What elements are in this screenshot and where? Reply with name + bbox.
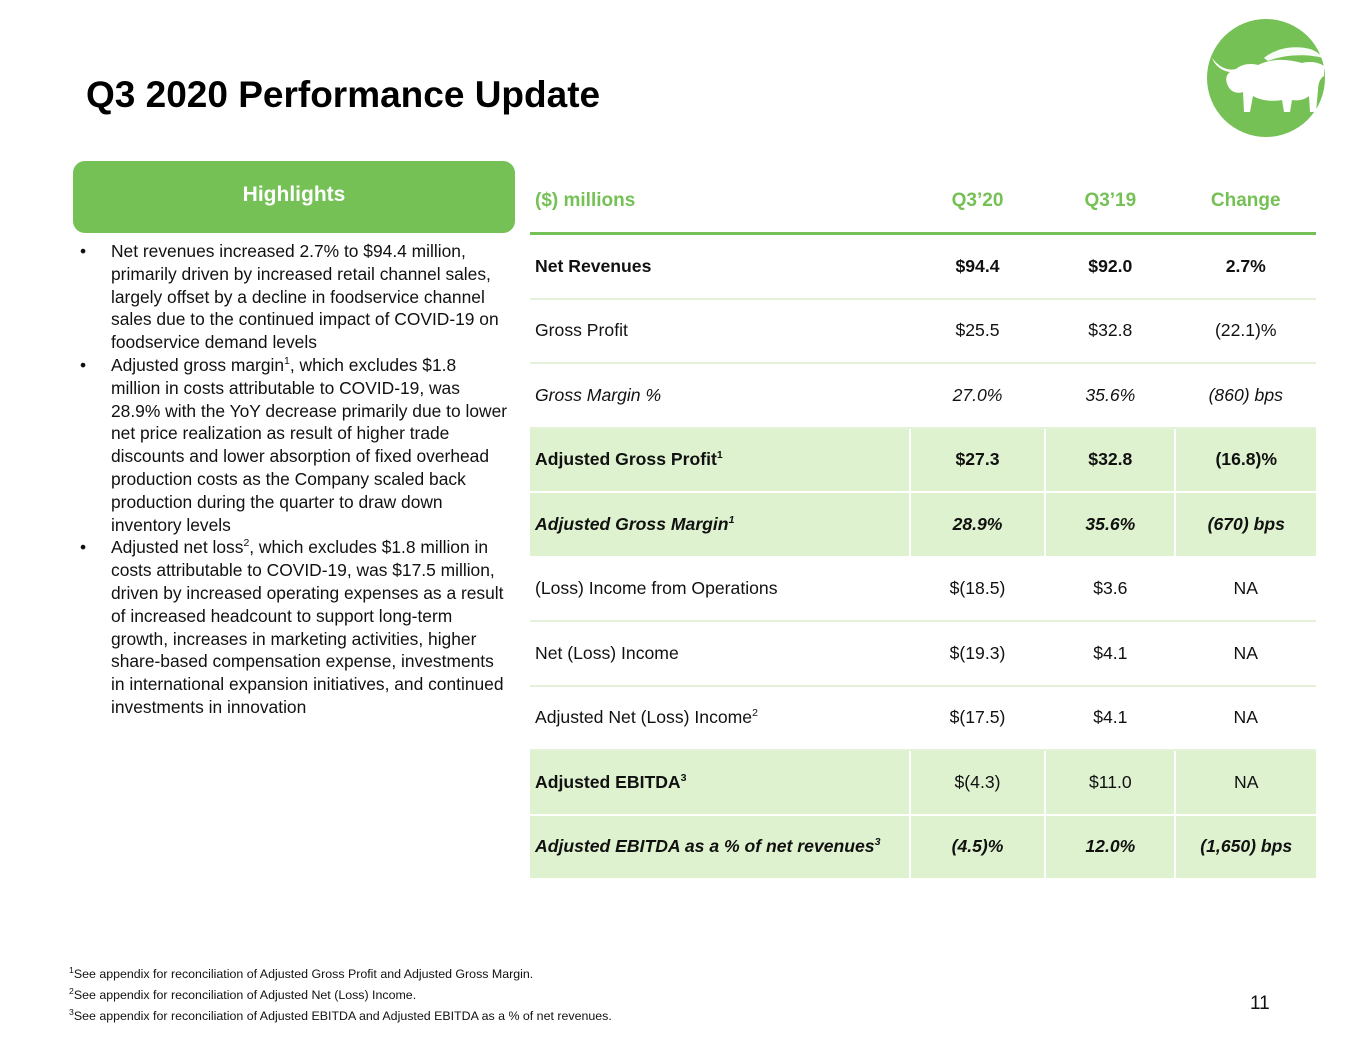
- footnote: 3See appendix for reconciliation of Adju…: [69, 1006, 612, 1023]
- table-cell-label: Gross Margin %: [530, 363, 910, 429]
- table-cell-label: Adjusted Net (Loss) Income2: [530, 685, 910, 751]
- table-cell-label: Adjusted EBITDA3: [530, 750, 910, 816]
- table-cell-q319: $11.0: [1044, 750, 1176, 816]
- table-cell-label: Gross Profit: [530, 298, 910, 364]
- table-cell-q320: 27.0%: [909, 363, 1046, 429]
- table-cell-q319: $92.0: [1045, 233, 1176, 300]
- table-cell-q320: $(4.3): [908, 750, 1046, 816]
- table-cell-label: Adjusted Gross Margin1: [530, 492, 910, 558]
- column-header-change: Change: [1175, 170, 1316, 235]
- table-cell-label: Net Revenues: [530, 233, 910, 300]
- table-cell-label: (Loss) Income from Operations: [530, 556, 910, 622]
- financial-table: ($) millions Q3’20 Q3’19 Change Net Reve…: [530, 170, 1316, 878]
- table-cell-q320: $94.4: [909, 233, 1046, 300]
- table-cell-change: NA: [1175, 685, 1316, 751]
- footnotes: 1See appendix for reconciliation of Adju…: [69, 962, 612, 1025]
- table-cell-label: Adjusted Gross Profit1: [530, 427, 910, 493]
- table-cell-q319: $4.1: [1045, 685, 1176, 751]
- footnote: 1See appendix for reconciliation of Adju…: [69, 965, 534, 982]
- column-header-metric: ($) millions: [530, 170, 910, 235]
- highlight-bullet: Net revenues increased 2.7% to $94.4 mil…: [80, 240, 508, 354]
- table-cell-q320: $(17.5): [909, 685, 1046, 751]
- footnote: 2See appendix for reconciliation of Adju…: [69, 985, 417, 1003]
- table-cell-q320: (4.5)%: [908, 814, 1046, 878]
- table-cell-label: Net (Loss) Income: [530, 621, 910, 687]
- highlights-header: Highlights: [73, 161, 515, 233]
- table-cell-q319: $32.8: [1045, 298, 1176, 364]
- column-header-q320: Q3’20: [909, 170, 1046, 235]
- table-cell-q319: 12.0%: [1044, 814, 1176, 878]
- table-cell-q319: 35.6%: [1045, 363, 1176, 429]
- table-cell-label: Adjusted EBITDA as a % of net revenues3: [530, 814, 910, 878]
- table-row: Adjusted Net (Loss) Income2 $(17.5) $4.1 NA: [530, 685, 1316, 751]
- table-row: Net Revenues $94.4 $92.0 2.7%: [530, 233, 1316, 300]
- beyond-meat-steer-logo: [1207, 19, 1325, 137]
- table-row: (Loss) Income from Operations $(18.5) $3.6…: [530, 556, 1316, 622]
- table-cell-change: (1,650) bps: [1174, 814, 1316, 878]
- table-cell-q319: $4.1: [1045, 621, 1176, 687]
- table-row: Adjusted EBITDA as a % of net revenues3(…: [530, 814, 1316, 878]
- column-header-q319: Q3’19: [1045, 170, 1176, 235]
- table-cell-q319: $32.8: [1044, 427, 1176, 493]
- table-cell-q320: $27.3: [908, 427, 1046, 493]
- table-cell-change: (16.8)%: [1174, 427, 1316, 493]
- table-cell-q320: $(18.5): [909, 556, 1046, 622]
- table-cell-q320: $25.5: [909, 298, 1046, 364]
- table-cell-q320: $(19.3): [909, 621, 1046, 687]
- table-row: Gross Margin % 27.0% 35.6% (860) bps: [530, 363, 1316, 429]
- table-cell-change: NA: [1175, 556, 1316, 622]
- table-cell-change: (860) bps: [1175, 363, 1316, 429]
- highlights-list: Net revenues increased 2.7% to $94.4 mil…: [80, 240, 508, 719]
- table-row: Adjusted Gross Profit1 $27.3 $32.8 (16.8)%: [530, 427, 1316, 493]
- table-cell-change: (670) bps: [1174, 492, 1316, 558]
- table-cell-change: NA: [1174, 750, 1316, 816]
- table-header-row: ($) millions Q3’20 Q3’19 Change: [530, 170, 1316, 235]
- table-cell-change: NA: [1175, 621, 1316, 687]
- table-cell-q319: 35.6%: [1044, 492, 1176, 558]
- table-row: Net (Loss) Income $(19.3) $4.1 NA: [530, 621, 1316, 687]
- page-number: 11: [1250, 993, 1270, 1014]
- table-cell-change: 2.7%: [1175, 233, 1316, 300]
- table-row: Adjusted EBITDA3 $(4.3) $11.0 NA: [530, 750, 1316, 816]
- table-row: Gross Profit $25.5 $32.8 (22.1)%: [530, 298, 1316, 364]
- page-title: Q3 2020 Performance Update: [86, 74, 601, 115]
- table-cell-change: (22.1)%: [1175, 298, 1316, 364]
- table-cell-q320: 28.9%: [908, 492, 1046, 558]
- table-row: Adjusted Gross Margin1 28.9% 35.6% (670) bp…: [530, 492, 1316, 558]
- highlight-bullet: Adjusted gross margin1, which excludes $…: [80, 354, 508, 536]
- table-cell-q319: $3.6: [1045, 556, 1176, 622]
- highlight-bullet: Adjusted net loss2, which excludes $1.8 …: [80, 536, 508, 718]
